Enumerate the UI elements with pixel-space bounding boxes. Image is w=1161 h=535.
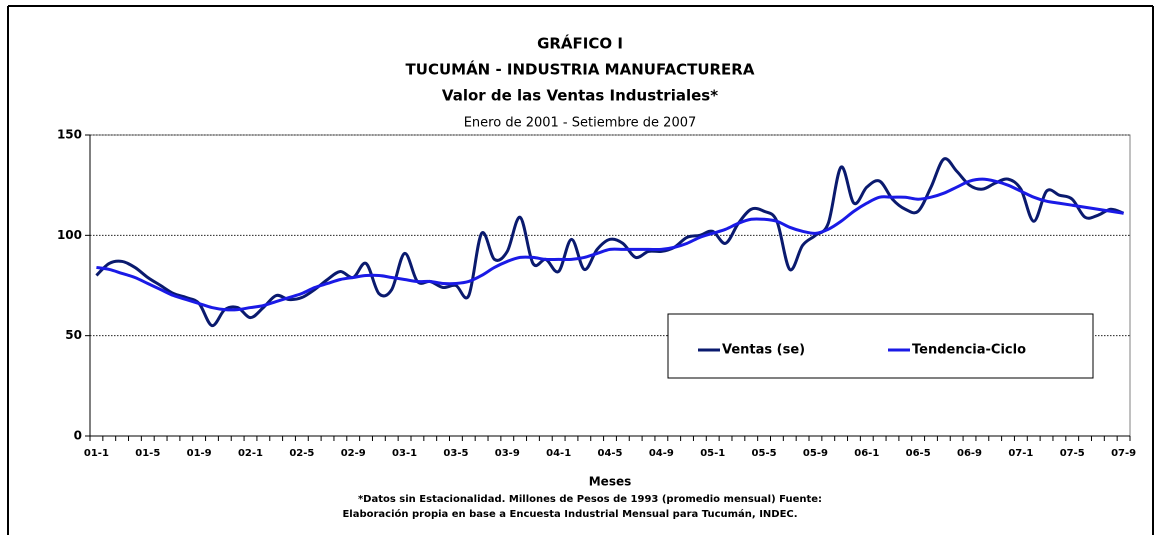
subtitle: Enero de 2001 - Setiembre de 2007	[464, 116, 697, 131]
x-tick-label: 02-1	[238, 448, 263, 459]
title: TUCUMÁN - INDUSTRIA MANUFACTURERA	[406, 60, 755, 79]
x-tick-label: 03-5	[443, 448, 468, 459]
y-tick-label: 0	[74, 429, 82, 443]
x-tick-label: 04-5	[597, 448, 622, 459]
x-tick-label: 03-1	[392, 448, 417, 459]
x-tick-label: 07-1	[1008, 448, 1033, 459]
legend-box	[667, 313, 1094, 379]
x-tick-label: 01-5	[135, 448, 160, 459]
x-tick-label: 06-9	[957, 448, 982, 459]
x-tick-label: 01-9	[187, 448, 212, 459]
legend-label: Ventas (se)	[722, 343, 805, 358]
x-tick-label: 01-1	[84, 448, 109, 459]
x-tick-label: 05-5	[752, 448, 777, 459]
x-tick-label: 06-5	[906, 448, 931, 459]
x-tick-label: 04-1	[546, 448, 571, 459]
x-tick-label: 04-9	[649, 448, 674, 459]
note: Elaboración propia en base a Encuesta In…	[342, 508, 797, 520]
x-tick-label: 07-5	[1060, 448, 1085, 459]
x-tick-label: 02-5	[289, 448, 314, 459]
title: GRÁFICO I	[537, 34, 623, 53]
x-tick-label: 05-9	[803, 448, 828, 459]
x-tick-label: 07-9	[1111, 448, 1136, 459]
legend-label: Tendencia-Ciclo	[912, 343, 1026, 358]
y-tick-label: 100	[57, 228, 82, 242]
x-tick-label: 05-1	[700, 448, 725, 459]
x-axis-label: Meses	[589, 475, 632, 489]
note: *Datos sin Estacionalidad. Millones de P…	[358, 494, 822, 505]
y-tick-label: 50	[65, 328, 82, 342]
x-tick-label: 02-9	[341, 448, 366, 459]
series-line	[95, 157, 1125, 328]
title: Valor de las Ventas Industriales*	[442, 87, 718, 105]
series-line	[96, 177, 1124, 312]
x-tick-label: 03-9	[495, 448, 520, 459]
x-tick-label: 06-1	[854, 448, 879, 459]
y-tick-label: 150	[57, 128, 82, 142]
